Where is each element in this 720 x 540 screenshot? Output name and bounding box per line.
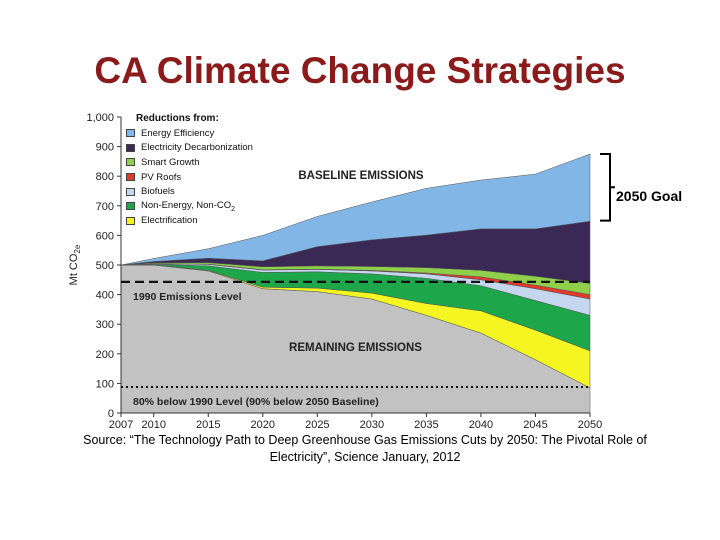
legend-item: Smart Growth (126, 155, 253, 170)
x-tick-label: 2030 (360, 419, 384, 431)
x-tick-label: 2025 (305, 419, 329, 431)
y-tick-label: 500 (96, 260, 114, 272)
chart-legend: Reductions from: Energy Efficiency Electr… (126, 113, 253, 228)
slide-title: CA Climate Change Strategies (94, 50, 626, 91)
legend-label: Biofuels (141, 186, 175, 198)
legend-label: Electrification (141, 215, 198, 227)
y-tick-label: 1,000 (86, 112, 114, 124)
goal-bracket (600, 153, 615, 222)
legend-swatch (126, 187, 135, 196)
legend-label: Energy Efficiency (141, 127, 215, 139)
y-tick-label: 200 (96, 349, 114, 361)
legend-swatch (126, 129, 135, 138)
x-tick-label: 2015 (196, 419, 220, 431)
reference-label-80-below: 80% below 1990 Level (90% below 2050 Bas… (133, 396, 379, 408)
legend-swatch (126, 158, 135, 167)
legend-item: Biofuels (126, 184, 253, 199)
y-tick-label: 100 (96, 378, 114, 390)
x-tick-label: 2040 (469, 419, 493, 431)
legend-item: Energy Efficiency (126, 126, 253, 141)
x-tick-label: 2010 (141, 419, 165, 431)
legend-swatch (126, 216, 135, 225)
x-tick-label: 2020 (251, 419, 275, 431)
legend-swatch (126, 173, 135, 182)
legend-item: Electricity Decarbonization (126, 141, 253, 156)
legend-item: Electrification (126, 214, 253, 229)
legend-label: Electricity Decarbonization (141, 142, 253, 154)
x-tick-label: 2035 (414, 419, 438, 431)
y-tick-label: 600 (96, 230, 114, 242)
x-tick-label: 2007 (109, 419, 133, 431)
legend-item: PV Roofs (126, 170, 253, 185)
y-axis-label: Mt CO2e (68, 244, 82, 285)
y-tick-label: 0 (108, 408, 114, 420)
area-energy-efficiency (120, 153, 591, 266)
x-tick-label: 2045 (523, 419, 547, 431)
legend-swatch (126, 202, 135, 211)
y-tick-label: 700 (96, 201, 114, 213)
y-tick-label: 800 (96, 171, 114, 183)
legend-item: Non-Energy, Non-CO2 (126, 199, 253, 214)
x-tick-label: 2050 (578, 419, 602, 431)
remaining-emissions-label: REMAINING EMISSIONS (289, 342, 422, 354)
legend-label: Smart Growth (141, 156, 200, 168)
source-line-2: Electricity”, Science January, 2012 (269, 450, 461, 464)
legend-label: PV Roofs (141, 171, 182, 183)
legend-label: Non-Energy, Non-CO2 (141, 199, 236, 213)
baseline-emissions-label: BASELINE EMISSIONS (298, 170, 424, 182)
y-tick-label: 400 (96, 290, 114, 302)
y-tick-label: 300 (96, 319, 114, 331)
y-tick-label: 900 (96, 142, 114, 154)
goal-label: 2050 Goal (616, 188, 683, 204)
legend-swatch (126, 143, 135, 152)
legend-title: Reductions from: (136, 113, 219, 124)
source-line-1: Source: “The Technology Path to Deep Gre… (83, 433, 647, 447)
reference-label-1990: 1990 Emissions Level (133, 291, 242, 303)
source-citation: Source: “The Technology Path to Deep Gre… (70, 432, 660, 466)
